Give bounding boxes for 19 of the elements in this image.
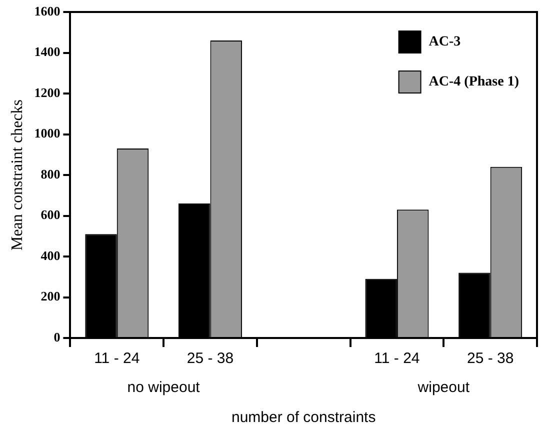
- x-axis-title: number of constraints: [231, 409, 376, 426]
- y-tick-label: 0: [54, 329, 60, 344]
- y-axis-title: Mean constraint checks: [8, 99, 26, 251]
- y-tick-label: 400: [40, 248, 60, 263]
- y-tick-label: 1400: [34, 44, 60, 60]
- x-tick-label: 11 - 24: [374, 350, 420, 368]
- text: no wipeout: [127, 379, 201, 396]
- y-tick-label: 1200: [34, 84, 60, 100]
- y-tick-label: 1600: [34, 3, 60, 18]
- text: wipeout: [416, 379, 470, 396]
- legend-label: AC-3: [428, 34, 461, 50]
- y-tick-label: 800: [40, 166, 60, 182]
- y-tick-label: 1000: [34, 126, 60, 141]
- legend-label: AC-4 (Phase 1): [428, 74, 520, 90]
- x-tick-label: 25 - 38: [466, 350, 514, 368]
- y-tick-label: 600: [40, 207, 60, 222]
- x-tick-label: 25 - 38: [186, 350, 234, 368]
- y-tick-label: 200: [40, 288, 60, 304]
- x-tick-label: 11 - 24: [94, 350, 140, 368]
